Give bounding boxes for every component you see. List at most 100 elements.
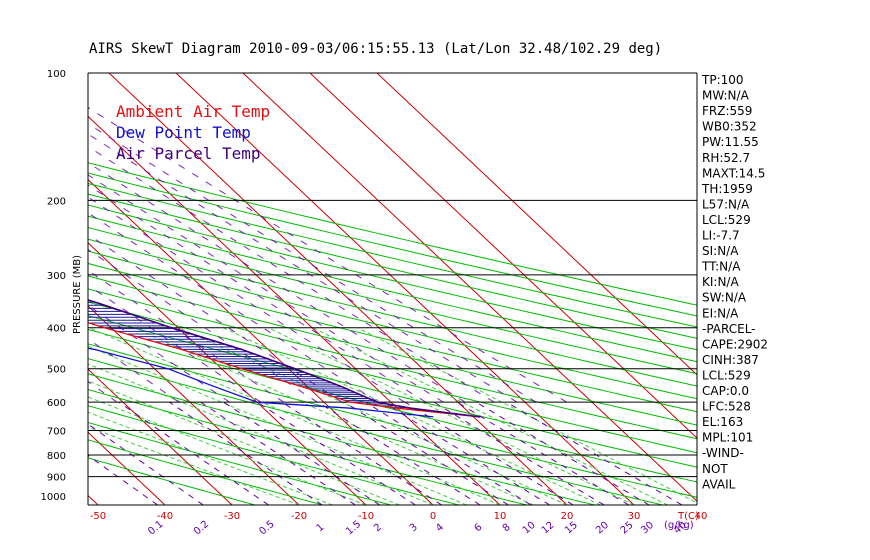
mixing-ratio-line	[88, 212, 379, 403]
dry-adiabat-line	[88, 215, 697, 363]
moist-adiabat-line	[133, 327, 534, 505]
pressure-tick-label: 300	[47, 271, 66, 282]
mixing-ratio-line	[88, 145, 495, 403]
legend: Ambient Air Temp Dew Point Temp Air Parcel…	[116, 102, 270, 163]
mixing-ratio-label: 6	[473, 522, 485, 535]
series-layer	[88, 299, 481, 418]
dry-adiabat-line	[88, 250, 697, 400]
moist-adiabat-line	[88, 426, 300, 505]
dry-adiabat-line	[88, 238, 697, 387]
stat-item: CAPE:2902	[702, 337, 768, 351]
pressure-tick-label: 800	[47, 451, 66, 462]
dry-adiabat-line	[88, 405, 459, 505]
dry-adiabat-line	[88, 162, 697, 306]
mixing-ratio-line	[88, 174, 444, 403]
bottom-temp-tick-label: -20	[291, 511, 307, 522]
bottom-temp-tick-label: 30	[628, 511, 641, 522]
dry-adiabat-line	[88, 315, 697, 468]
moist-adiabat-line	[267, 327, 635, 505]
mixing-ratio-label: 10	[521, 520, 538, 537]
dry-adiabat-line	[88, 389, 527, 505]
mixing-ratio-line	[88, 338, 180, 403]
stat-item: NOT	[702, 462, 728, 476]
mixing-ratio-line	[88, 196, 405, 403]
legend-entry: Air Parcel Temp	[116, 144, 261, 163]
mixing-ratio-label: 20	[594, 520, 611, 537]
isotherm-line	[309, 73, 697, 439]
stat-item: CINH:387	[702, 353, 759, 367]
mixing-ratio-label: 3	[408, 522, 420, 535]
isotherm-line	[88, 368, 233, 505]
stat-item: LI:-7.7	[702, 229, 740, 243]
stat-item: EI:N/A	[702, 306, 739, 320]
stat-item: AVAIL	[702, 477, 736, 491]
stat-item: MPL:101	[702, 431, 753, 445]
stat-item: MW:N/A	[702, 89, 750, 103]
chart-title: AIRS SkewT Diagram 2010-09-03/06:15:55.1…	[89, 41, 662, 57]
mixing-ratio-line	[344, 401, 509, 505]
stat-item: -PARCEL-	[702, 322, 756, 336]
mixing-ratio-unit: (g/kg)	[664, 520, 694, 531]
pressure-tick-label: 100	[47, 69, 66, 80]
mixing-ratio-line	[88, 454, 158, 505]
ambient-air-temp-line	[88, 322, 481, 418]
bottom-temp-tick-label: -50	[90, 511, 106, 522]
pressure-tick-label: 500	[47, 365, 66, 376]
dew-point-temp-line	[88, 347, 434, 418]
isotherm-line	[0, 73, 31, 505]
moist-adiabat-line	[178, 327, 568, 505]
mixing-ratio-label: 8	[501, 522, 513, 535]
moist-adiabat-line	[357, 327, 697, 504]
stat-item: CAP:0.0	[702, 384, 749, 398]
isotherm-line	[88, 178, 434, 505]
mixing-ratio-line	[88, 161, 466, 403]
dry-adiabat-line	[88, 204, 697, 351]
pressure-tick-label: 700	[47, 427, 66, 438]
dry-adiabat-line	[88, 262, 697, 413]
mixing-ratio-line	[365, 401, 532, 505]
mixing-ratio-line	[404, 401, 574, 505]
dry-adiabat-line	[88, 172, 697, 317]
stat-item: TT:N/A	[701, 260, 741, 274]
stat-item: SW:N/A	[702, 291, 747, 305]
mixing-ratio-line	[118, 401, 269, 505]
axes-layer: 1002003004005006007008009001000-120-110-…	[41, 69, 708, 538]
moist-adiabat-line	[88, 411, 333, 505]
stat-item: EL:163	[702, 415, 743, 429]
mixing-ratio-label: 30	[639, 520, 656, 537]
bottom-temp-tick-label: -40	[157, 511, 173, 522]
stat-item: TH:1959	[701, 182, 753, 196]
stat-item: LCL:529	[702, 213, 751, 227]
stat-item: KI:N/A	[702, 275, 739, 289]
bottom-temp-tick-label: -30	[224, 511, 240, 522]
mixing-ratio-line	[475, 401, 650, 505]
mixing-ratio-line	[88, 423, 204, 505]
isotherm-line	[242, 73, 697, 502]
pressure-tick-label: 1000	[41, 492, 66, 503]
isotherm-line	[88, 431, 166, 505]
moist-adiabat-line	[223, 327, 601, 505]
stat-item: FRZ:559	[702, 104, 752, 118]
stat-item: PW:11.55	[702, 135, 759, 149]
bottom-temp-tick-label: 20	[561, 511, 574, 522]
stat-item: RH:52.7	[702, 151, 750, 165]
pressure-tick-label: 600	[47, 398, 66, 409]
mixing-ratio-line	[0, 73, 74, 402]
mixing-ratio-label: 12	[540, 520, 557, 537]
dry-adiabat-line	[88, 182, 697, 328]
mixing-ratio-line	[88, 284, 262, 403]
mixing-ratio-label: 15	[563, 520, 580, 537]
bottom-temp-tick-label: 40	[695, 511, 708, 522]
moist-adiabat-line	[312, 327, 668, 505]
stat-item: -WIND-	[702, 446, 744, 460]
mixing-ratio-label: 0.5	[257, 519, 276, 538]
stat-item: LCL:529	[702, 368, 751, 382]
stat-item: SI:N/A	[702, 244, 739, 258]
stat-item: WB0:352	[702, 120, 757, 134]
bottom-temp-tick-label: 10	[494, 511, 507, 522]
dry-adiabat-line	[88, 288, 697, 440]
mixing-ratio-line	[257, 401, 416, 505]
dry-adiabat-line	[88, 457, 256, 505]
